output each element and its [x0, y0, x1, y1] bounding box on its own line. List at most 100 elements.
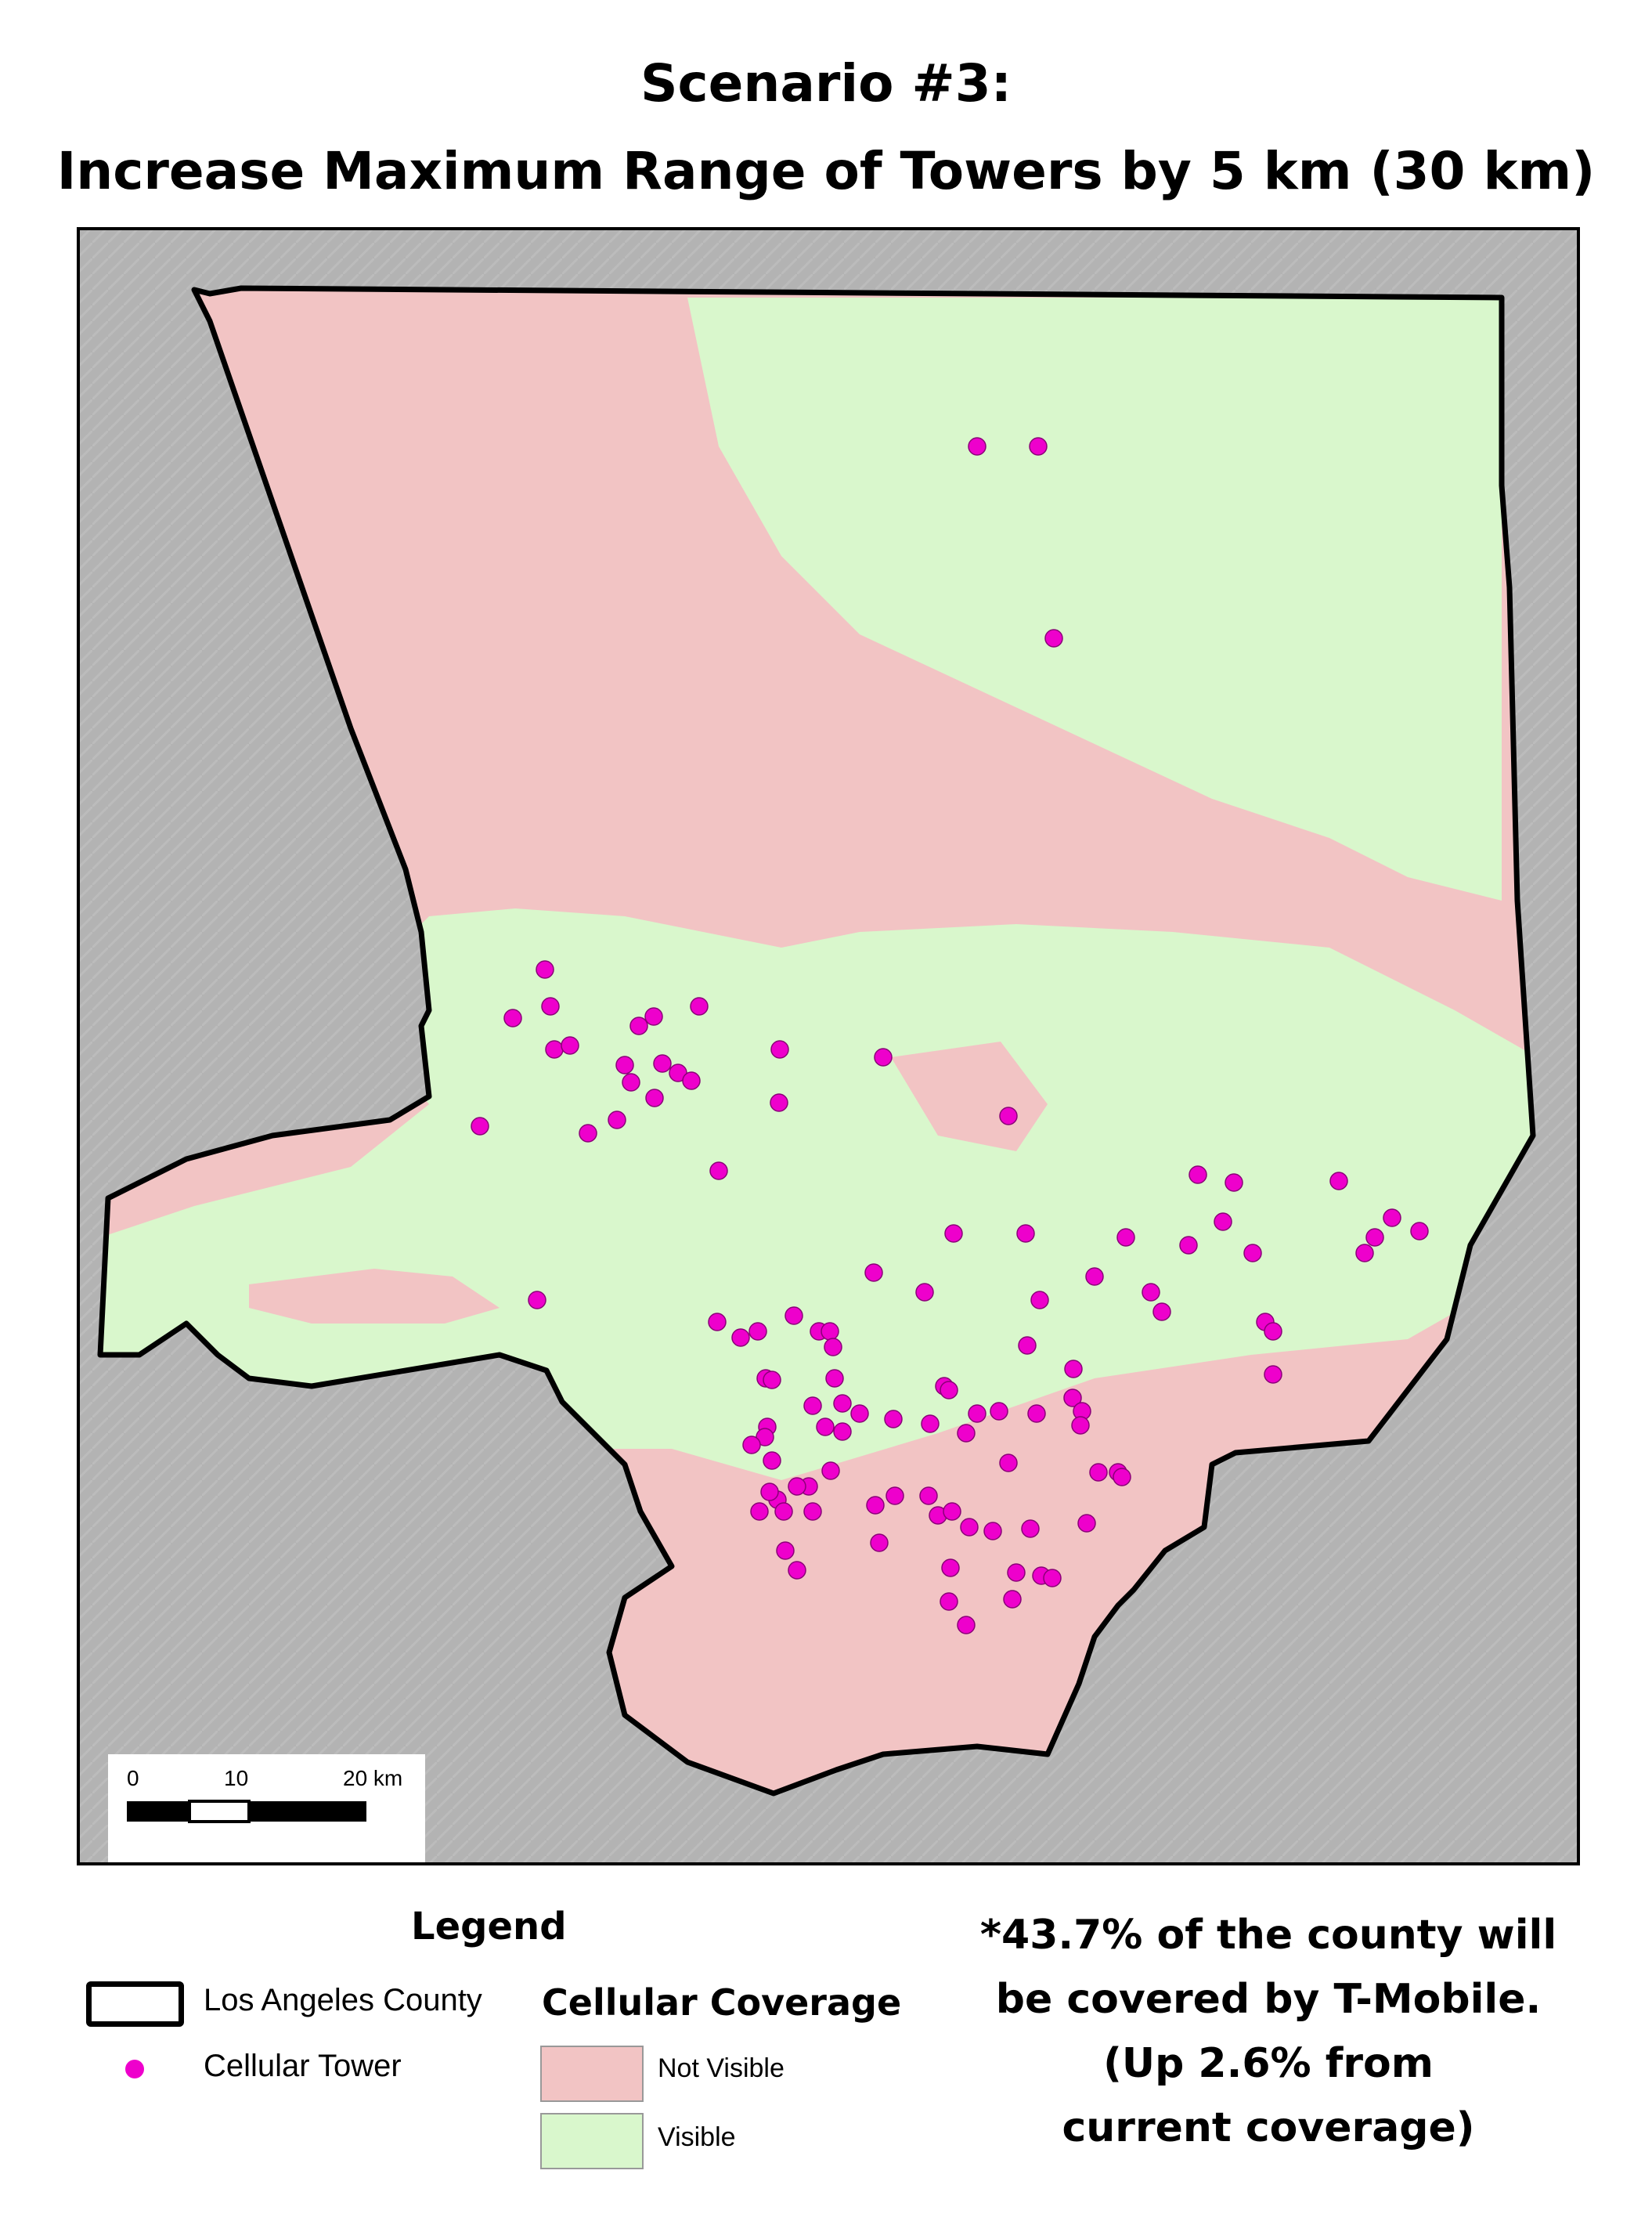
- cellular-tower-marker: [1365, 1228, 1384, 1247]
- cellular-tower-marker: [1116, 1228, 1135, 1247]
- cellular-tower-marker: [1410, 1222, 1429, 1241]
- cellular-tower-marker: [644, 1007, 663, 1026]
- cellular-tower-marker: [1016, 1224, 1035, 1243]
- cellular-tower-marker: [545, 1040, 564, 1059]
- cellular-tower-marker: [940, 1592, 958, 1611]
- cellular-tower-marker: [788, 1477, 806, 1496]
- cellular-tower-marker: [1018, 1336, 1037, 1355]
- coverage-note-line: (Up 2.6% from: [1103, 2040, 1434, 2087]
- coverage-note-line: current coverage): [1062, 2104, 1475, 2151]
- scale-label-10: 10: [224, 1766, 248, 1790]
- cellular-tower-marker: [770, 1040, 789, 1059]
- cellular-tower-marker: [763, 1371, 781, 1389]
- cellular-tower-marker: [1030, 1291, 1049, 1309]
- cellular-tower-marker: [821, 1461, 840, 1480]
- visible-area-north: [687, 298, 1502, 901]
- cellular-tower-marker: [919, 1486, 938, 1505]
- cellular-tower-marker: [874, 1048, 893, 1067]
- cellular-tower-marker: [850, 1404, 869, 1423]
- cellular-tower-marker: [788, 1561, 806, 1580]
- cellular-tower-marker: [960, 1518, 979, 1537]
- cellular-tower-marker: [748, 1322, 767, 1341]
- cellular-tower-marker: [561, 1036, 579, 1055]
- cellular-tower-marker: [821, 1322, 839, 1341]
- cellular-tower-marker: [886, 1486, 904, 1505]
- map-title-line-1: Scenario #3:: [640, 53, 1012, 114]
- cellular-tower-marker: [803, 1502, 822, 1521]
- cellular-tower-marker: [653, 1054, 672, 1073]
- cellular-tower-marker: [645, 1089, 664, 1107]
- cellular-tower-marker: [709, 1161, 728, 1180]
- cellular-tower-marker: [943, 1502, 961, 1521]
- cellular-tower-marker: [1179, 1236, 1198, 1255]
- cellular-tower-marker: [866, 1496, 885, 1515]
- cellular-tower-marker: [968, 1404, 987, 1423]
- county-legend-label: Los Angeles County: [204, 1983, 482, 2017]
- cellular-tower-marker: [1189, 1165, 1207, 1184]
- cellular-tower-marker: [1225, 1173, 1243, 1192]
- cellular-tower-marker: [999, 1454, 1018, 1472]
- cellular-tower-marker: [503, 1009, 522, 1027]
- cellular-tower-marker: [803, 1396, 822, 1415]
- visible-label: Visible: [658, 2122, 736, 2152]
- cellular-tower-marker: [774, 1502, 793, 1521]
- cellular-tower-marker: [864, 1263, 883, 1282]
- cellular-tower-marker: [1007, 1563, 1026, 1582]
- cellular-tower-marker: [776, 1541, 795, 1560]
- cellular-tower-marker: [944, 1224, 963, 1243]
- coverage-map: 0 10 20 km: [77, 227, 1580, 1865]
- cellular-tower-marker: [1142, 1283, 1160, 1302]
- cellular-tower-marker: [1085, 1267, 1104, 1286]
- cellular-tower-marker: [682, 1071, 701, 1090]
- cellular-tower-marker: [690, 997, 709, 1016]
- county-legend-swatch: [86, 1981, 184, 2027]
- cellular-tower-marker: [770, 1093, 788, 1112]
- scale-bar: 0 10 20 km: [108, 1754, 425, 1865]
- scale-segment-2: [188, 1800, 251, 1823]
- cellular-tower-marker: [750, 1502, 769, 1521]
- not-visible-patch: [249, 1269, 500, 1324]
- cellular-tower-marker: [915, 1283, 934, 1302]
- cellular-tower-marker: [921, 1414, 940, 1433]
- cellular-tower-marker: [1077, 1514, 1096, 1533]
- cellular-tower-marker: [1064, 1360, 1083, 1378]
- cellular-tower-marker: [824, 1338, 842, 1356]
- cellular-tower-marker: [1264, 1322, 1282, 1341]
- cellular-tower-marker: [940, 1381, 958, 1399]
- cellular-tower-marker: [1264, 1365, 1282, 1384]
- cellular-tower-marker: [1021, 1519, 1040, 1538]
- cellular-tower-marker: [1243, 1244, 1262, 1262]
- cellular-tower-marker: [884, 1410, 903, 1428]
- coverage-note: *43.7% of the county will be covered by …: [955, 1903, 1582, 2160]
- cellular-tower-marker: [833, 1422, 852, 1441]
- cellular-tower-marker: [968, 437, 987, 456]
- cellular-tower-marker: [1003, 1590, 1022, 1609]
- cellular-tower-marker: [629, 1017, 648, 1035]
- not-visible-label: Not Visible: [658, 2053, 785, 2083]
- cellular-tower-marker: [708, 1313, 727, 1331]
- cellular-tower-marker: [983, 1522, 1002, 1540]
- not-visible-swatch: [540, 2046, 644, 2102]
- scale-label-0: 0: [127, 1766, 139, 1790]
- cellular-tower-marker: [760, 1482, 779, 1501]
- cellular-tower-marker: [1329, 1172, 1348, 1190]
- cellular-tower-marker: [870, 1533, 889, 1552]
- not-visible-patch: [719, 1668, 844, 1793]
- cellular-tower-marker: [816, 1417, 835, 1436]
- cellular-tower-marker: [731, 1328, 750, 1347]
- cellular-tower-marker: [1043, 1569, 1062, 1587]
- coverage-legend-heading: Cellular Coverage: [542, 1981, 902, 2024]
- scale-segment-1: [127, 1801, 189, 1822]
- cellular-tower-marker: [1063, 1389, 1082, 1407]
- cellular-tower-marker: [785, 1306, 803, 1325]
- scale-label-20: 20 km: [343, 1766, 402, 1790]
- cellular-tower-marker: [1214, 1212, 1232, 1231]
- legend-heading: Legend: [411, 1905, 567, 1948]
- cellular-tower-marker: [825, 1369, 844, 1388]
- map-title-line-2: Increase Maximum Range of Towers by 5 km…: [56, 141, 1596, 201]
- cellular-tower-marker: [541, 997, 560, 1016]
- cellular-tower-marker: [1152, 1302, 1171, 1321]
- cellular-tower-marker: [608, 1110, 626, 1129]
- cellular-tower-marker: [1071, 1416, 1090, 1435]
- cellular-tower-marker: [957, 1616, 976, 1634]
